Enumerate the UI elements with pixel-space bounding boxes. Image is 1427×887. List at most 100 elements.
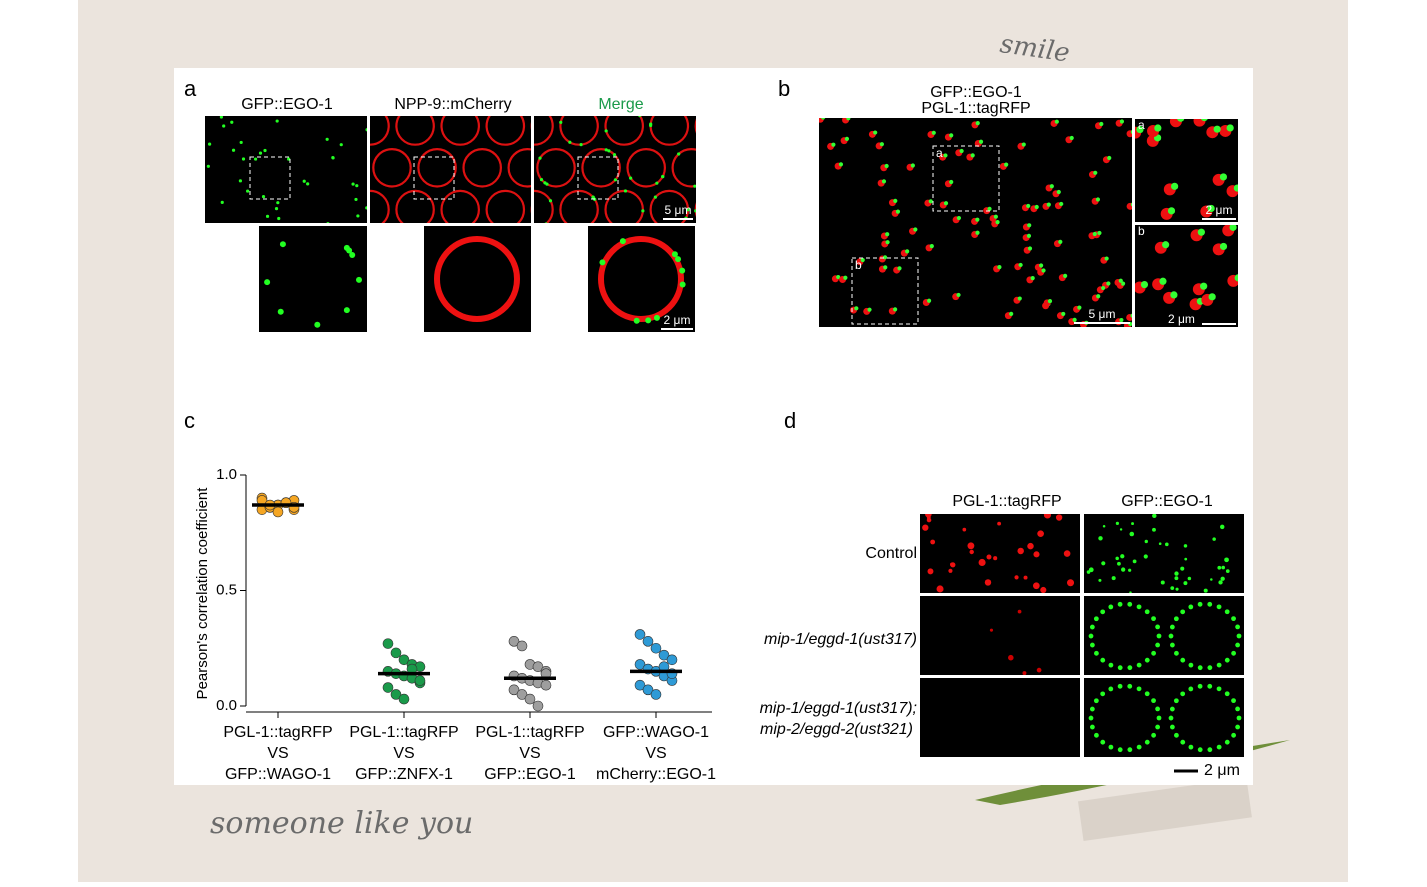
granule [1235, 642, 1241, 648]
doodle-text: someone like you [210, 806, 473, 841]
granule [1127, 601, 1133, 607]
granule [1169, 706, 1175, 712]
granule [1033, 551, 1040, 558]
granule [346, 247, 353, 254]
granule [879, 142, 884, 147]
granule [846, 118, 851, 121]
data-point [634, 629, 646, 640]
granule [1041, 268, 1046, 273]
micrograph-content [1088, 601, 1242, 671]
granule [1127, 747, 1133, 753]
zoom-box [577, 156, 619, 200]
granule [355, 276, 362, 283]
nucleus-ring [534, 116, 554, 146]
x-tick-label: GFP::WAGO-1 [225, 766, 331, 783]
granule [1129, 591, 1132, 593]
granule [926, 298, 932, 303]
column-title: Merge [598, 96, 643, 113]
granule [882, 255, 888, 260]
granule [1094, 650, 1099, 656]
granule [1224, 609, 1230, 615]
granule [1130, 130, 1132, 134]
granule [1173, 616, 1179, 622]
granule [1036, 667, 1042, 673]
nucleus-ring [372, 148, 412, 188]
granule [1128, 568, 1132, 572]
granule [969, 549, 974, 555]
y-tick-label: 0.0 [216, 697, 237, 714]
granule [1030, 275, 1035, 281]
granule [1207, 665, 1213, 671]
granule [365, 128, 367, 132]
zoom-box [851, 257, 919, 325]
granule [1159, 277, 1167, 285]
granule [1188, 686, 1194, 692]
panel-label: a [184, 76, 197, 101]
granule [1026, 233, 1032, 238]
data-point [634, 659, 646, 670]
granule [1131, 522, 1134, 526]
granule [649, 123, 653, 128]
granule [1152, 514, 1157, 519]
granule [1210, 578, 1213, 581]
nucleus-ring [536, 148, 576, 188]
data-point [634, 679, 646, 691]
granule [339, 143, 343, 147]
micrograph-content: b [1135, 225, 1238, 325]
granule [1188, 744, 1194, 750]
granule [1132, 559, 1137, 564]
granule [1108, 662, 1114, 668]
granule [1022, 671, 1027, 675]
granule [1061, 311, 1066, 317]
granule [207, 142, 212, 146]
granule [264, 279, 271, 286]
granule [1063, 273, 1068, 279]
granule [1121, 567, 1126, 572]
granule [1037, 530, 1044, 538]
micrograph-content: 5 μm [534, 116, 696, 223]
granule [1098, 578, 1102, 582]
granule [623, 189, 628, 193]
granule [306, 182, 310, 186]
micrograph [588, 226, 695, 332]
granule [1155, 642, 1161, 648]
granule [910, 163, 915, 168]
granule [239, 140, 243, 145]
granule [993, 556, 998, 561]
granule [1017, 296, 1022, 301]
micrograph [424, 226, 531, 332]
granule [995, 220, 1000, 225]
x-tick-label: PGL-1::tagRFP [475, 724, 584, 741]
scale-label: 5 μm [1089, 307, 1116, 321]
x-tick-label: PGL-1::tagRFP [349, 724, 458, 741]
granule [854, 306, 859, 311]
granule [1218, 580, 1223, 585]
granule [1170, 586, 1175, 591]
x-tick-label: GFP::ZNFX-1 [355, 766, 453, 783]
granule [844, 136, 850, 141]
granule [1180, 691, 1186, 697]
granule [545, 182, 549, 186]
nucleus-ring [485, 189, 526, 223]
data-point [642, 636, 654, 647]
granule [1224, 657, 1230, 663]
granule [1152, 527, 1156, 532]
granule [1201, 119, 1208, 122]
granule [1236, 633, 1242, 639]
granule [1144, 657, 1150, 663]
granule [1130, 202, 1132, 207]
granule [922, 524, 929, 531]
granule [927, 568, 934, 575]
zoom-box [249, 156, 291, 200]
granule [607, 149, 611, 153]
granule [984, 579, 992, 586]
granule [302, 179, 306, 183]
row-label: mip-1/eggd-1(ust317); [760, 700, 917, 717]
granule [351, 182, 355, 186]
granule [1039, 263, 1044, 268]
granule [1101, 285, 1106, 291]
granule [1069, 135, 1074, 141]
granule [883, 265, 888, 270]
granule [1193, 119, 1206, 127]
